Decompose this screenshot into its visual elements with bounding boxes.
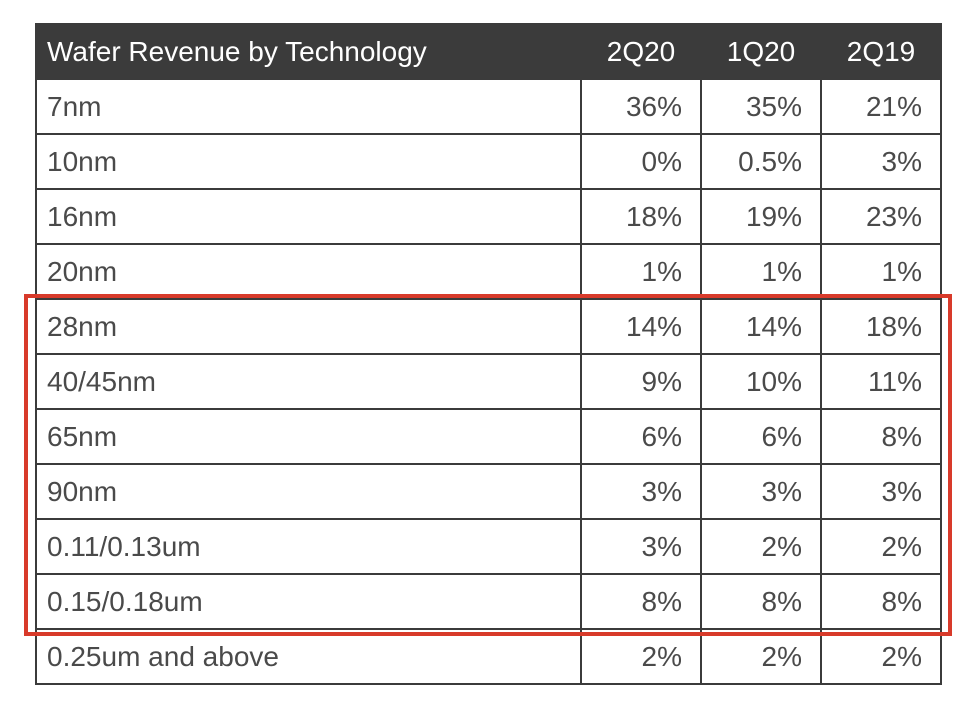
cell-value: 2% (821, 629, 941, 684)
row-label: 7nm (36, 79, 581, 134)
table-row: 10nm0%0.5%3% (36, 134, 941, 189)
table-row: 40/45nm9%10%11% (36, 354, 941, 409)
row-label: 40/45nm (36, 354, 581, 409)
cell-value: 36% (581, 79, 701, 134)
cell-value: 18% (581, 189, 701, 244)
cell-value: 3% (581, 464, 701, 519)
row-label: 16nm (36, 189, 581, 244)
cell-value: 35% (701, 79, 821, 134)
cell-value: 21% (821, 79, 941, 134)
cell-value: 19% (701, 189, 821, 244)
cell-value: 2% (701, 629, 821, 684)
column-header: 2Q19 (821, 24, 941, 79)
table-title-cell: Wafer Revenue by Technology (36, 24, 581, 79)
table-row: 0.15/0.18um8%8%8% (36, 574, 941, 629)
cell-value: 2% (581, 629, 701, 684)
cell-value: 3% (821, 464, 941, 519)
cell-value: 0.5% (701, 134, 821, 189)
wafer-revenue-table: Wafer Revenue by Technology 2Q201Q202Q19… (35, 23, 942, 685)
page: Wafer Revenue by Technology 2Q201Q202Q19… (0, 0, 968, 710)
cell-value: 2% (821, 519, 941, 574)
table-row: 20nm1%1%1% (36, 244, 941, 299)
cell-value: 9% (581, 354, 701, 409)
cell-value: 6% (581, 409, 701, 464)
row-label: 20nm (36, 244, 581, 299)
cell-value: 14% (581, 299, 701, 354)
table-row: 65nm6%6%8% (36, 409, 941, 464)
cell-value: 18% (821, 299, 941, 354)
cell-value: 3% (581, 519, 701, 574)
cell-value: 1% (701, 244, 821, 299)
cell-value: 8% (821, 574, 941, 629)
cell-value: 6% (701, 409, 821, 464)
row-label: 10nm (36, 134, 581, 189)
cell-value: 14% (701, 299, 821, 354)
table-row: 0.11/0.13um3%2%2% (36, 519, 941, 574)
cell-value: 8% (581, 574, 701, 629)
table-row: 16nm18%19%23% (36, 189, 941, 244)
cell-value: 10% (701, 354, 821, 409)
cell-value: 8% (821, 409, 941, 464)
cell-value: 2% (701, 519, 821, 574)
table-row: 90nm3%3%3% (36, 464, 941, 519)
cell-value: 1% (821, 244, 941, 299)
column-header: 2Q20 (581, 24, 701, 79)
cell-value: 8% (701, 574, 821, 629)
table-container: Wafer Revenue by Technology 2Q201Q202Q19… (35, 23, 940, 683)
table-row: 28nm14%14%18% (36, 299, 941, 354)
column-header: 1Q20 (701, 24, 821, 79)
cell-value: 3% (701, 464, 821, 519)
row-label: 0.15/0.18um (36, 574, 581, 629)
row-label: 28nm (36, 299, 581, 354)
table-header-row: Wafer Revenue by Technology 2Q201Q202Q19 (36, 24, 941, 79)
cell-value: 23% (821, 189, 941, 244)
row-label: 65nm (36, 409, 581, 464)
cell-value: 1% (581, 244, 701, 299)
table-row: 0.25um and above2%2%2% (36, 629, 941, 684)
row-label: 0.11/0.13um (36, 519, 581, 574)
cell-value: 11% (821, 354, 941, 409)
cell-value: 0% (581, 134, 701, 189)
table-row: 7nm36%35%21% (36, 79, 941, 134)
cell-value: 3% (821, 134, 941, 189)
row-label: 90nm (36, 464, 581, 519)
row-label: 0.25um and above (36, 629, 581, 684)
